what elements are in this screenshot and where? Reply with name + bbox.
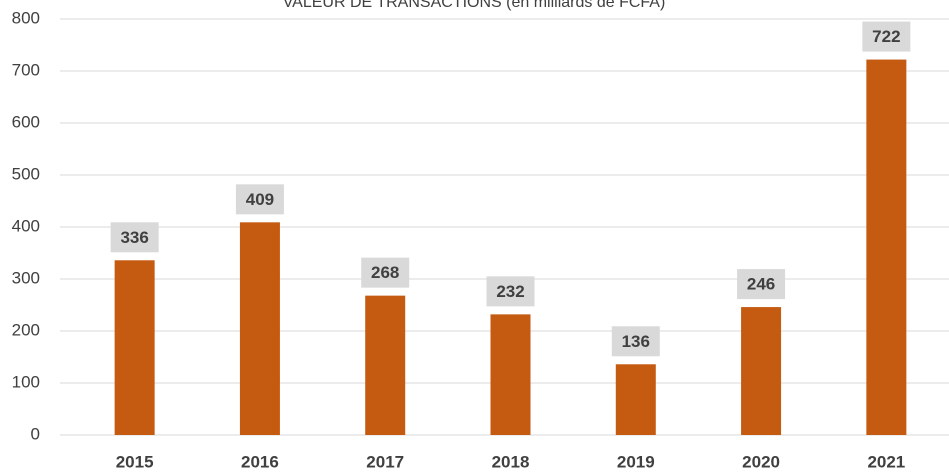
bar — [114, 260, 155, 435]
x-tick-label: 2018 — [492, 452, 530, 471]
y-tick-label: 600 — [12, 112, 40, 131]
value-label: 409 — [246, 190, 274, 209]
x-tick-label: 2020 — [742, 452, 780, 471]
bar — [741, 307, 782, 435]
x-tick-label: 2017 — [366, 452, 404, 471]
bar — [866, 59, 907, 436]
x-tick-label: 2015 — [116, 452, 154, 471]
y-tick-label: 500 — [12, 164, 40, 183]
value-label: 246 — [747, 275, 775, 294]
value-label-box — [862, 21, 911, 52]
value-label-box — [611, 326, 660, 357]
value-label-box — [110, 222, 159, 253]
y-tick-label: 0 — [31, 424, 40, 443]
y-tick-label: 100 — [12, 372, 40, 391]
value-label-box — [486, 276, 535, 307]
x-tick-label: 2021 — [867, 452, 905, 471]
value-label: 268 — [371, 263, 399, 282]
y-tick-label: 400 — [12, 216, 40, 235]
value-label: 336 — [120, 228, 148, 247]
bar — [365, 295, 406, 435]
x-tick-label: 2019 — [617, 452, 655, 471]
y-tick-label: 300 — [12, 268, 40, 287]
value-label-box — [737, 269, 786, 300]
value-label: 722 — [872, 27, 900, 46]
y-tick-label: 800 — [12, 8, 40, 27]
value-label: 232 — [496, 282, 524, 301]
bar — [490, 314, 531, 435]
chart-title: VALEUR DE TRANSACTIONS (en milliards de … — [283, 0, 666, 11]
y-tick-label: 200 — [12, 320, 40, 339]
x-tick-label: 2016 — [241, 452, 279, 471]
value-label: 136 — [622, 332, 650, 351]
bar — [615, 364, 656, 435]
y-tick-label: 700 — [12, 60, 40, 79]
value-label-box — [235, 184, 284, 215]
value-label-box — [361, 257, 410, 288]
bar — [239, 222, 280, 435]
